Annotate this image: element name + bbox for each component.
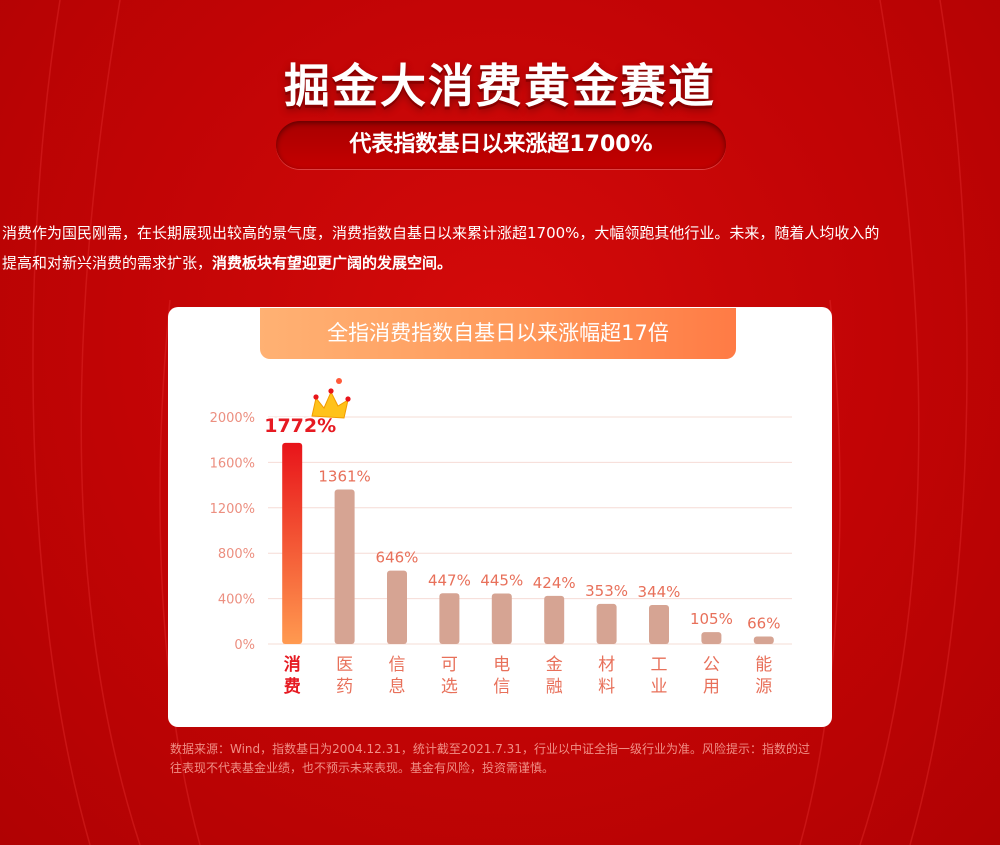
x-tick-label: 信 — [389, 655, 406, 675]
description-line-2: 提高和对新兴消费的需求扩张，消费板块有望迎更广阔的发展空间。 — [2, 248, 1000, 278]
bar — [701, 632, 722, 644]
x-tick-label: 息 — [389, 677, 406, 697]
bar-value-label: 344% — [638, 583, 681, 601]
description-plain: 提高和对新兴消费的需求扩张， — [2, 254, 213, 272]
bar — [544, 595, 565, 644]
description: 消费作为国民刚需，在长期展现出较高的景气度，消费指数自基日以来累计涨超1700%… — [2, 218, 1000, 278]
crown-icon — [311, 378, 351, 419]
x-tick-label: 选 — [441, 677, 458, 697]
footnote-line-2: 往表现不代表基金业绩，也不预示未来表现。基金有风险，投资需谨慎。 — [170, 761, 555, 775]
x-tick-label: 工 — [651, 655, 668, 675]
description-bold: 消费板块有望迎更广阔的发展空间。 — [212, 254, 453, 272]
bar — [387, 570, 407, 644]
bar-value-label: 424% — [533, 574, 576, 592]
bar-value-label: 646% — [376, 549, 419, 567]
x-tick-label: 消 — [284, 654, 301, 675]
x-tick-label: 材 — [598, 655, 615, 675]
y-tick-label: 1600% — [210, 456, 255, 471]
bar-value-label: 105% — [690, 610, 733, 628]
chart-card — [168, 307, 832, 727]
page-title: 掘金大消费黄金赛道 — [284, 59, 716, 113]
x-tick-label: 可 — [441, 655, 458, 675]
subtitle-pill: 代表指数基日以来涨超1700% — [276, 121, 726, 169]
y-tick-label: 2000% — [210, 411, 255, 426]
x-tick-label: 融 — [546, 677, 563, 697]
bar-value-label: 66% — [747, 615, 780, 633]
x-tick-label: 药 — [336, 677, 353, 697]
chart-title: 全指消费指数自基日以来涨幅超17倍 — [260, 308, 736, 359]
footnote: 数据来源：Wind，指数基日为2004.12.31，统计截至2021.7.31，… — [170, 740, 830, 778]
x-tick-label: 费 — [284, 676, 301, 697]
bar-value-label: 1361% — [318, 468, 370, 486]
footnote-line-1: 数据来源：Wind，指数基日为2004.12.31，统计截至2021.7.31，… — [170, 742, 810, 756]
y-tick-label: 800% — [218, 547, 255, 562]
bar — [439, 593, 460, 644]
bar-value-label: 353% — [585, 582, 628, 600]
x-tick-label: 用 — [703, 677, 720, 697]
x-tick-label: 源 — [755, 677, 772, 697]
x-tick-label: 公 — [703, 655, 720, 675]
x-tick-label: 电 — [493, 655, 510, 675]
x-tick-label: 医 — [336, 655, 353, 675]
bar-value-label: 447% — [428, 571, 471, 589]
bar — [491, 593, 512, 644]
bar-value-label: 1772% — [264, 415, 336, 437]
x-tick-label: 能 — [755, 655, 772, 675]
y-tick-label: 1200% — [210, 502, 255, 517]
bar — [282, 442, 303, 644]
bar — [649, 604, 669, 644]
bar — [334, 489, 355, 644]
bar — [596, 603, 617, 644]
x-tick-label: 信 — [493, 677, 510, 697]
y-tick-label: 400% — [218, 593, 255, 608]
x-tick-label: 金 — [546, 655, 563, 675]
bar — [753, 636, 774, 644]
description-line-1: 消费作为国民刚需，在长期展现出较高的景气度，消费指数自基日以来累计涨超1700%… — [2, 224, 880, 242]
x-tick-label: 料 — [598, 677, 615, 697]
y-tick-label: 0% — [234, 638, 255, 653]
x-tick-label: 业 — [651, 677, 668, 697]
bar-value-label: 445% — [480, 571, 523, 589]
